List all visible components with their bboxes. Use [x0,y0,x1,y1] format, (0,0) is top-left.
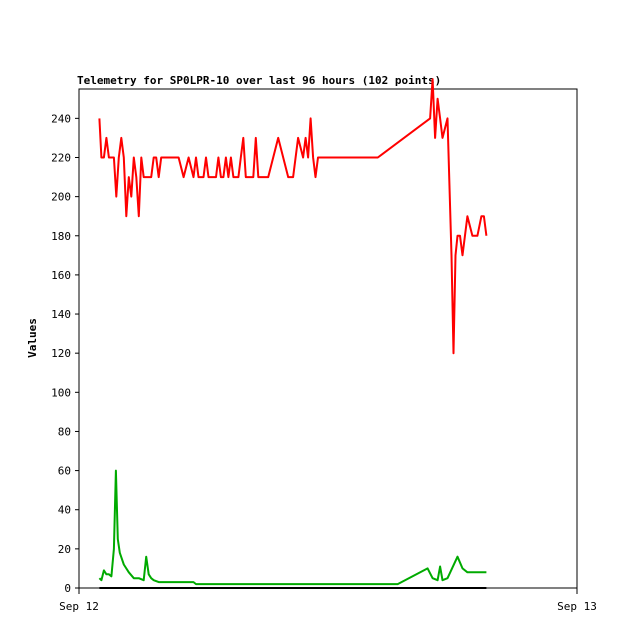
y-tick-label: 200 [51,191,71,204]
y-tick-label: 100 [51,386,71,399]
y-tick-label: 60 [58,465,71,478]
y-tick-label: 40 [58,504,71,517]
y-tick-label: 0 [64,582,71,595]
y-tick-label: 80 [58,425,71,438]
series-line-1 [98,78,488,355]
x-tick-label: Sep 13 [557,600,597,613]
y-axis-label: Values [26,318,39,358]
chart-title: Telemetry for SP0LPR-10 over last 96 hou… [77,74,441,87]
x-tick-label: Sep 12 [59,600,99,613]
y-tick-label: 240 [51,112,71,125]
series-line-2 [98,469,487,586]
y-tick-label: 140 [51,308,71,321]
y-tick-label: 220 [51,151,71,164]
y-tick-label: 180 [51,230,71,243]
y-tick-label: 20 [58,543,71,556]
y-tick-label: 160 [51,269,71,282]
y-tick-label: 120 [51,347,71,360]
series-layer [98,78,488,589]
y-axis: 0 20 40 60 80 100 120 140 160 180 200 220 240 [51,112,79,595]
x-axis: Sep 12 Sep 13 [59,588,597,613]
